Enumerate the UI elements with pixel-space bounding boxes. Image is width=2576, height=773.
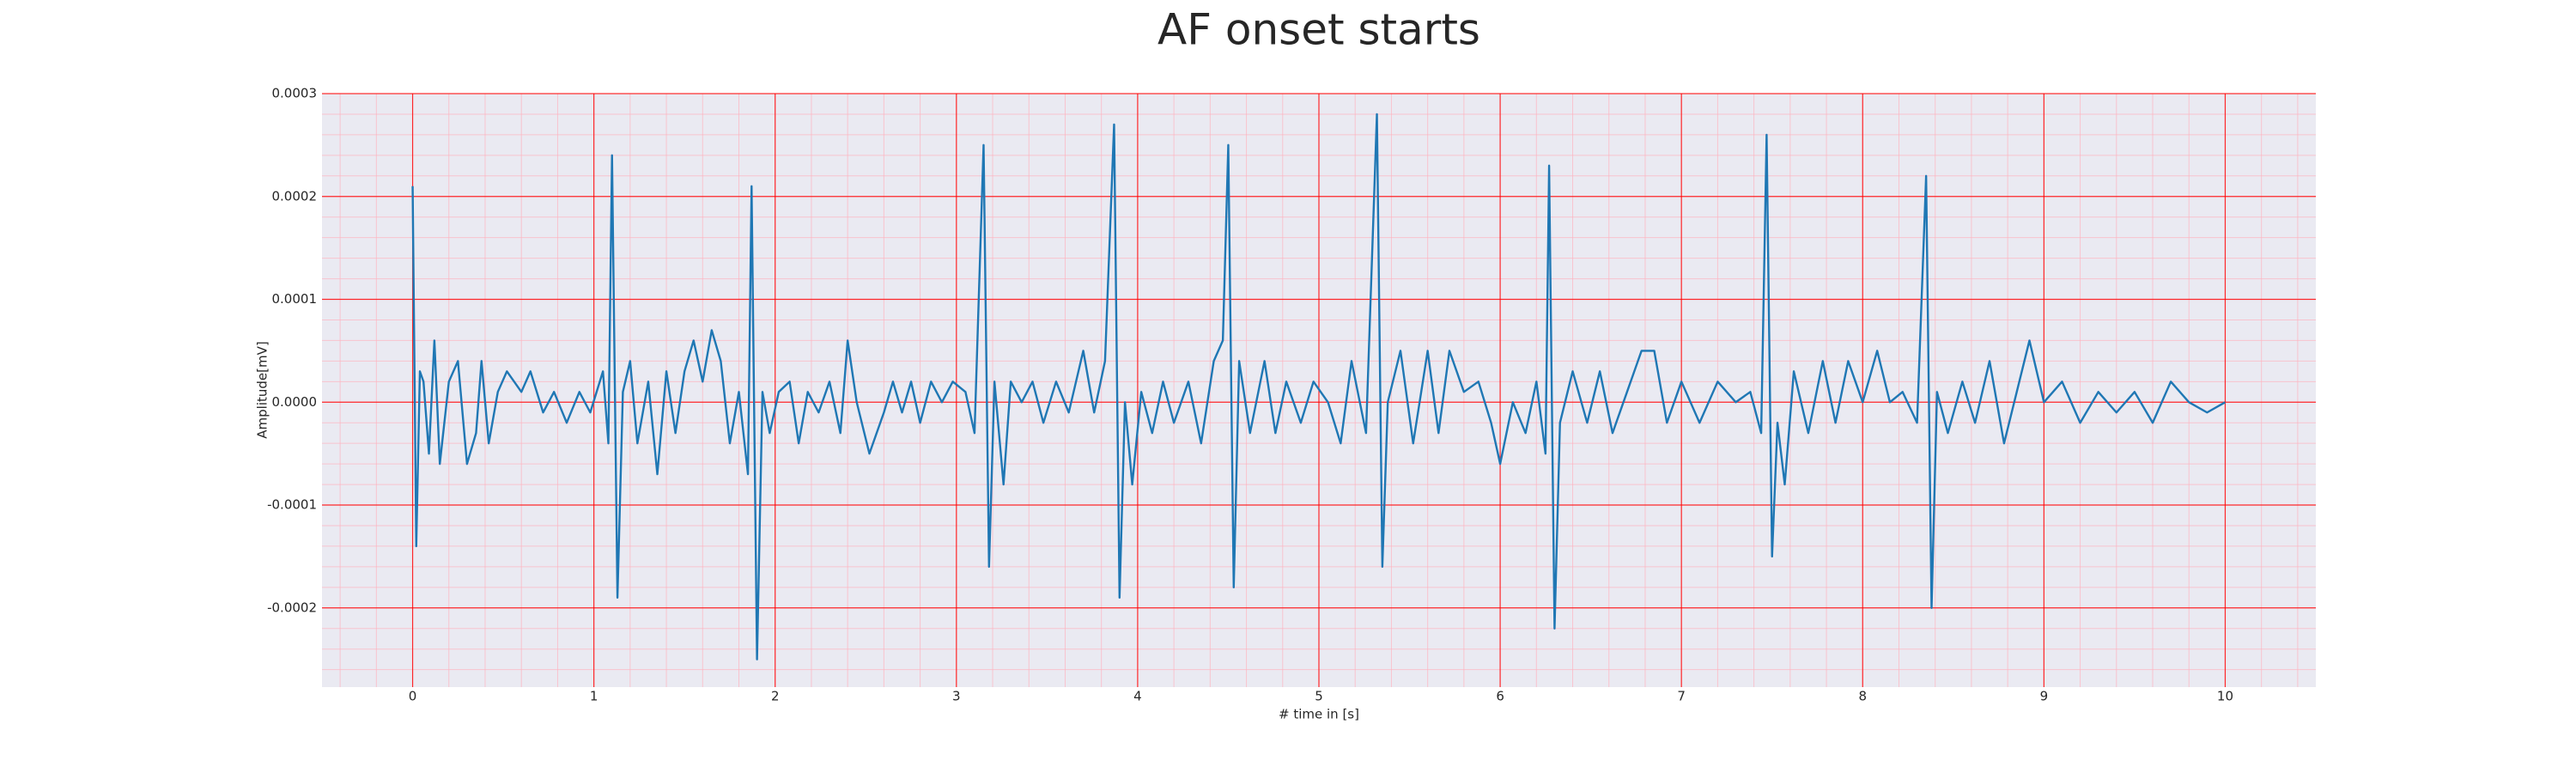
- x-tick-label: 1: [590, 689, 598, 704]
- series: [411, 113, 2227, 660]
- x-tick-label: 2: [771, 689, 780, 704]
- x-tick-label: 5: [1315, 689, 1323, 704]
- y-tick-label: -0.0001: [267, 497, 317, 513]
- y-tick-label: 0.0000: [272, 394, 318, 410]
- y-tick-label: 0.0001: [272, 291, 318, 307]
- x-axis-label: # time in [s]: [1279, 707, 1359, 722]
- chart-title: AF onset starts: [1157, 5, 1480, 55]
- x-tick-label: 9: [2040, 689, 2049, 704]
- x-tick-label: 4: [1133, 689, 1142, 704]
- x-tick-label: 10: [2217, 689, 2233, 704]
- x-tick-label: 0: [409, 689, 417, 704]
- x-tick-label: 8: [1858, 689, 1867, 704]
- y-tick-label: 0.0003: [272, 86, 318, 101]
- x-tick-label: 6: [1496, 689, 1504, 704]
- grid: [322, 93, 2316, 687]
- y-axis-label: Amplitude[mV]: [255, 341, 270, 438]
- line-series: [411, 113, 2227, 660]
- y-tick-label: 0.0002: [272, 188, 318, 204]
- y-tick-label: -0.0002: [267, 600, 317, 615]
- x-tick-label: 3: [952, 689, 961, 704]
- x-tick-label: 7: [1677, 689, 1686, 704]
